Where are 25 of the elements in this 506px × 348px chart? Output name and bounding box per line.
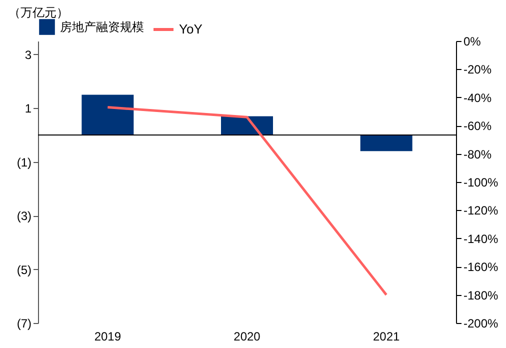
y-axis-title: （万亿元） (8, 6, 68, 20)
y2-tick-label: -80% (464, 147, 492, 162)
y-tick-label: 1 (24, 102, 32, 116)
y2-tick-label: -40% (464, 90, 492, 105)
x-tick-label: 2020 (234, 330, 261, 344)
y2-tick-label: -140% (464, 232, 499, 246)
y-tick-label: 3 (24, 48, 32, 62)
bar (360, 135, 412, 152)
y2-tick-label: -60% (464, 119, 492, 134)
legend-label: YoY (179, 22, 203, 36)
y-tick-label: (7) (16, 316, 32, 330)
x-tick-label: 2019 (94, 330, 122, 344)
y2-tick-label: 0% (464, 34, 482, 48)
y-tick-label: (1) (16, 155, 32, 170)
x-tick-label: 2021 (372, 330, 400, 344)
y-tick-label: (5) (16, 262, 32, 277)
y-tick-label: (3) (16, 209, 32, 224)
y2-tick-label: -200% (464, 316, 499, 330)
y2-tick-label: -20% (464, 62, 492, 77)
legend-label: 房地产融资规模 (60, 20, 144, 34)
y2-tick-label: -180% (464, 288, 499, 302)
bar (82, 94, 134, 135)
y2-tick-label: -120% (464, 204, 499, 218)
y2-tick-label: -160% (464, 260, 499, 274)
y2-tick-label: -100% (464, 176, 499, 190)
